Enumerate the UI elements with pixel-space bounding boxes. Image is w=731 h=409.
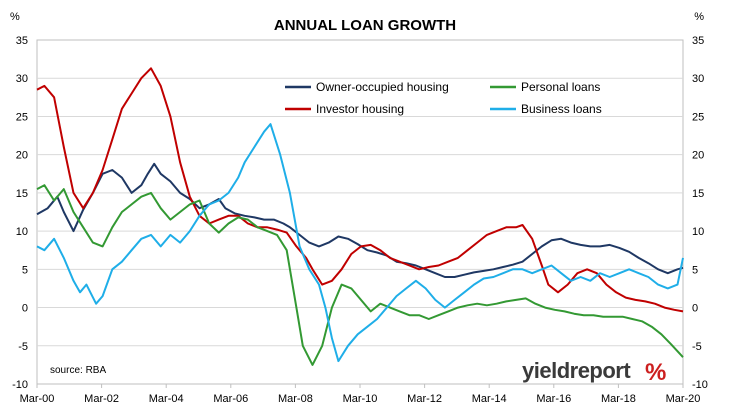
y-tick-label-left: 5 <box>22 264 28 276</box>
legend-label-personal-loans: Personal loans <box>521 80 600 94</box>
x-tick-label: Mar-18 <box>601 393 636 405</box>
y-tick-label-left: 20 <box>16 150 28 162</box>
series-lines <box>36 67 684 366</box>
y-axis-left: -10 -5 0 5 10 15 20 25 30 35 <box>12 35 28 391</box>
x-tick-label: Mar-12 <box>407 393 442 405</box>
y-tick-label-left: -10 <box>12 379 28 391</box>
series-line-business-loans <box>36 123 684 363</box>
x-tick-label: Mar-20 <box>666 393 701 405</box>
x-tick-label: Mar-04 <box>149 393 184 405</box>
series-line-personal-loans <box>36 184 684 366</box>
y-tick-label-right: -10 <box>692 379 708 391</box>
y-tick-label-right: 30 <box>692 73 704 85</box>
legend-label-business-loans: Business loans <box>521 102 602 116</box>
y-tick-label-left: -5 <box>18 341 28 353</box>
legend-label-investor-housing: Investor housing <box>316 102 404 116</box>
grid-lines <box>37 77 683 347</box>
y-tick-label-right: 15 <box>692 188 704 200</box>
x-axis: Mar-00 Mar-02 Mar-04 Mar-06 Mar-08 Mar-10 Mar-… <box>20 384 701 405</box>
right-axis-unit: % <box>694 11 704 23</box>
x-tick-label: Mar-00 <box>20 393 55 405</box>
left-axis-unit: % <box>10 11 20 23</box>
y-tick-label-left: 15 <box>16 188 28 200</box>
legend: Owner-occupied housing Investor housing Pe… <box>285 80 602 116</box>
y-tick-label-right: -5 <box>692 341 702 353</box>
x-tick-label: Mar-16 <box>536 393 571 405</box>
x-tick-label: Mar-08 <box>278 393 313 405</box>
logo-percent-symbol: % <box>645 359 666 386</box>
y-tick-label-left: 25 <box>16 111 28 123</box>
y-tick-label-right: 35 <box>692 35 704 47</box>
y-tick-label-left: 30 <box>16 73 28 85</box>
y-axis-right: -10 -5 0 5 10 15 20 25 30 35 <box>692 35 708 391</box>
logo-text: yieldreport <box>522 358 631 383</box>
series-line-owner-occupied-housing <box>36 162 684 278</box>
source-note: source: RBA <box>50 365 106 376</box>
x-tick-label: Mar-06 <box>213 393 248 405</box>
series-line-investor-housing <box>36 67 684 313</box>
y-tick-label-right: 5 <box>692 264 698 276</box>
y-tick-label-left: 0 <box>22 303 28 315</box>
y-tick-label-right: 20 <box>692 150 704 162</box>
y-tick-label-left: 10 <box>16 226 28 238</box>
y-tick-label-right: 0 <box>692 303 698 315</box>
yieldreport-logo: yieldreport % <box>522 358 666 386</box>
y-tick-label-left: 35 <box>16 35 28 47</box>
y-tick-label-right: 25 <box>692 111 704 123</box>
legend-label-owner-occupied-housing: Owner-occupied housing <box>316 80 449 94</box>
x-tick-label: Mar-14 <box>472 393 507 405</box>
x-tick-label: Mar-02 <box>84 393 119 405</box>
x-tick-label: Mar-10 <box>343 393 378 405</box>
y-tick-label-right: 10 <box>692 226 704 238</box>
chart-title: ANNUAL LOAN GROWTH <box>274 17 456 34</box>
